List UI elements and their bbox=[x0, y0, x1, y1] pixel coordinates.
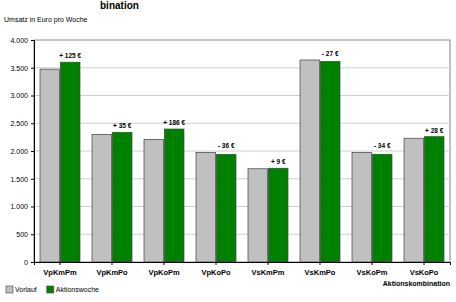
chart: 0 500 1.000 1.500 2.000 2.500 3.000 3.500 4.000 V… bbox=[0, 0, 456, 302]
tick-label: VsKoPm bbox=[357, 268, 388, 277]
tick-label: 1.000 bbox=[10, 203, 28, 210]
annotation: - 34 € bbox=[374, 142, 391, 149]
tick: 3.500 bbox=[10, 64, 34, 71]
tick-mark bbox=[320, 262, 321, 265]
tick-mark bbox=[372, 262, 373, 265]
tick-label: 3.000 bbox=[10, 92, 28, 99]
bar bbox=[216, 154, 236, 262]
x-axis: VpKmPm VpKmPo VpKoPm VpKoPo VsKmPm VsKmPo VsKo… bbox=[35, 262, 451, 277]
y-axis: 0 500 1.000 1.500 2.000 2.500 3.000 3.500 4.000 bbox=[10, 37, 34, 266]
annotation: + 186 € bbox=[163, 119, 185, 126]
tick: 3.000 bbox=[10, 92, 34, 99]
x-axis-title: Aktionskombination bbox=[383, 280, 450, 287]
tick-label: VpKoPo bbox=[201, 268, 231, 277]
tick-label: 500 bbox=[16, 231, 28, 238]
tick: 4.000 bbox=[10, 37, 34, 44]
grid bbox=[34, 40, 450, 262]
bar bbox=[320, 61, 340, 262]
tick-mark bbox=[216, 262, 217, 265]
tick-label: 3.500 bbox=[10, 64, 28, 71]
grid-line bbox=[34, 67, 450, 68]
bar bbox=[352, 152, 372, 262]
tick-label: VpKmPm bbox=[43, 268, 77, 277]
tick-mark bbox=[31, 96, 34, 97]
tick: 1.000 bbox=[10, 203, 34, 210]
annotation: + 9 € bbox=[271, 158, 286, 165]
grid-line bbox=[34, 123, 450, 124]
annotation: - 27 € bbox=[322, 50, 339, 57]
annotation: + 125 € bbox=[59, 52, 81, 59]
grid-line bbox=[34, 95, 450, 96]
legend-label: Aktionswoche bbox=[56, 286, 99, 293]
tick-mark bbox=[424, 262, 425, 265]
tick: VpKoPo bbox=[201, 262, 231, 277]
grid-line bbox=[34, 40, 450, 41]
tick: VpKmPo bbox=[96, 262, 128, 277]
tick-mark bbox=[31, 151, 34, 152]
tick: VpKmPm bbox=[43, 262, 77, 277]
bar bbox=[164, 129, 184, 262]
tick-label: 1.500 bbox=[10, 175, 28, 182]
annotation: - 36 € bbox=[218, 142, 235, 149]
tick-mark bbox=[112, 262, 113, 265]
legend-label: Vorlauf bbox=[15, 286, 37, 293]
tick-mark bbox=[31, 234, 34, 235]
tick: 0 bbox=[24, 259, 34, 266]
tick-label: VpKoPm bbox=[148, 268, 180, 277]
tick-label: 2.000 bbox=[10, 148, 28, 155]
bar bbox=[92, 134, 112, 262]
bar bbox=[372, 154, 392, 262]
tick-mark bbox=[31, 179, 34, 180]
tick-label: VpKmPo bbox=[96, 268, 128, 277]
legend: Vorlauf Aktionswoche bbox=[6, 286, 99, 293]
bars bbox=[40, 60, 444, 262]
tick: VsKoPo bbox=[410, 262, 439, 277]
legend-swatch bbox=[47, 286, 54, 293]
tick-mark bbox=[164, 262, 165, 265]
bar bbox=[424, 137, 444, 262]
annotations: + 125 € + 35 € + 186 € - 36 € + 9 € - 27 € - 3… bbox=[59, 50, 443, 165]
bar bbox=[248, 169, 268, 262]
tick: 500 bbox=[16, 231, 34, 238]
tick-label: 4.000 bbox=[10, 37, 28, 44]
tick-mark bbox=[31, 68, 34, 69]
bar bbox=[144, 139, 164, 262]
tick: 1.500 bbox=[10, 175, 34, 182]
legend-swatch bbox=[6, 286, 13, 293]
annotation: + 35 € bbox=[113, 122, 132, 129]
tick-mark bbox=[268, 262, 269, 265]
annotation: + 28 € bbox=[425, 127, 444, 134]
tick-mark bbox=[31, 123, 34, 124]
tick: VsKmPo bbox=[305, 262, 336, 277]
axis-line bbox=[35, 263, 451, 266]
bar bbox=[60, 62, 80, 262]
tick-mark bbox=[31, 207, 34, 208]
tick-label: VsKoPo bbox=[410, 268, 439, 277]
tick: VsKoPm bbox=[357, 262, 388, 277]
tick-label: VsKmPo bbox=[305, 268, 336, 277]
axis-line bbox=[31, 41, 35, 263]
tick-mark bbox=[31, 262, 34, 263]
tick: VsKmPm bbox=[252, 262, 285, 277]
bar bbox=[40, 69, 60, 262]
tick: VpKoPm bbox=[148, 262, 180, 277]
tick-label: 0 bbox=[24, 259, 28, 266]
tick: 2.000 bbox=[10, 148, 34, 155]
tick-label: 2.500 bbox=[10, 120, 28, 127]
bar bbox=[300, 60, 320, 262]
bar bbox=[112, 132, 132, 262]
bar bbox=[196, 152, 216, 262]
tick-mark bbox=[60, 262, 61, 265]
bar bbox=[404, 138, 424, 262]
title: bination bbox=[100, 0, 139, 11]
y-axis-title: Umsatz in Euro pro Woche bbox=[4, 16, 88, 24]
tick: 2.500 bbox=[10, 120, 34, 127]
tick-mark bbox=[31, 40, 34, 41]
plot-area bbox=[34, 40, 450, 262]
tick-label: VsKmPm bbox=[252, 268, 285, 277]
bar bbox=[268, 168, 288, 262]
